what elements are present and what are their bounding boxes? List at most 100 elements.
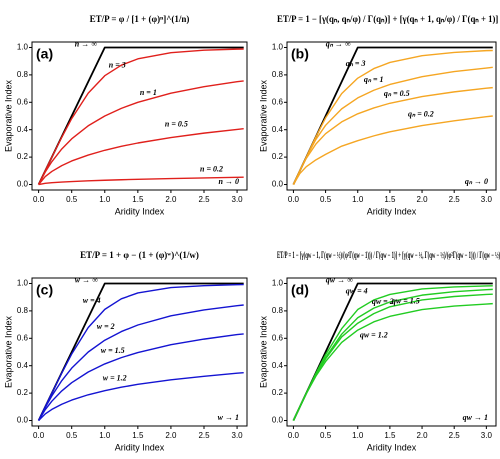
y-tick-label: 0.4 (272, 361, 284, 370)
y-tick-label: 0.0 (17, 180, 29, 189)
equation: ET/P = 1 − [γ(qw − 1, Γ(qw − ½)/(φ²Γ(qw … (277, 250, 500, 260)
y-tick-label: 0.8 (17, 70, 29, 79)
x-tick-label: 1.0 (99, 431, 111, 440)
x-axis-label: Aridity Index (115, 206, 165, 216)
panel-tag: (a) (36, 46, 53, 62)
curve (37, 283, 244, 421)
y-axis-label: Evaporative Index (258, 79, 268, 152)
y-tick-label: 0.0 (272, 416, 284, 425)
x-tick-label: 3.0 (232, 431, 244, 440)
panel-tag: (c) (36, 282, 53, 298)
x-tick-label: 1.5 (132, 195, 144, 204)
y-axis-label: Evaporative Index (258, 315, 268, 388)
y-tick-label: 0.0 (272, 180, 284, 189)
curve-label: qₙ = 1 (364, 75, 384, 84)
curve-label: qw = 2 (372, 297, 394, 306)
y-tick-label: 0.2 (272, 152, 284, 161)
x-tick-label: 2.0 (416, 431, 428, 440)
curve-label: w = 1.5 (101, 346, 125, 355)
y-tick-label: 1.0 (17, 43, 29, 52)
x-tick-label: 2.5 (198, 195, 210, 204)
panel: ET/P = 1 − [γ(qₙ, qₙ/φ) / Γ(qₙ)] + [γ(qₙ… (258, 14, 500, 216)
panel: ET/P = 1 − [γ(qw − 1, Γ(qw − ½)/(φ²Γ(qw … (258, 250, 500, 452)
curve-label: qw = 1.2 (360, 331, 388, 340)
x-tick-label: 2.0 (165, 195, 177, 204)
x-axis-label: Aridity Index (367, 442, 417, 452)
x-tick-label: 0.5 (66, 431, 78, 440)
curve (38, 333, 244, 421)
panel: ET/P = 1 + φ − (1 + (φ)ʷ)^(1/w) 0.0 0.5 1.0… (3, 250, 248, 452)
x-axis-label: Aridity Index (367, 206, 417, 216)
curve-label: qₙ → ∞ (326, 39, 351, 48)
y-tick-label: 0.8 (17, 306, 29, 315)
curve (37, 48, 244, 185)
curve (292, 115, 493, 185)
plot-frame (286, 41, 497, 191)
y-tick-label: 0.6 (272, 333, 284, 342)
y-tick-label: 1.0 (272, 43, 284, 52)
curve (292, 86, 493, 185)
y-tick-label: 0.4 (17, 361, 29, 370)
x-tick-label: 0.0 (288, 431, 300, 440)
curve-label: n → ∞ (75, 39, 97, 48)
equation: ET/P = 1 + φ − (1 + (φ)ʷ)^(1/w) (80, 250, 199, 260)
y-tick-label: 0.6 (17, 97, 29, 106)
x-tick-label: 2.0 (416, 195, 428, 204)
equation: ET/P = φ / [1 + (φ)ⁿ]^(1/n) (90, 14, 190, 24)
y-tick-label: 0.8 (272, 306, 284, 315)
x-tick-label: 3.0 (481, 431, 493, 440)
curve (38, 176, 244, 186)
annotation: qₙ → 0 (465, 177, 488, 186)
x-tick-label: 0.5 (320, 195, 332, 204)
plot-frame (31, 41, 248, 191)
x-tick-label: 0.0 (33, 195, 45, 204)
panel-tag: (b) (291, 46, 309, 62)
equation: ET/P = 1 − [γ(qₙ, qₙ/φ) / Γ(qₙ)] + [γ(qₙ… (277, 14, 500, 24)
x-tick-label: 2.0 (165, 431, 177, 440)
x-tick-label: 1.5 (384, 195, 396, 204)
plot-frame (31, 277, 248, 427)
x-tick-label: 1.0 (99, 195, 111, 204)
y-tick-label: 0.4 (17, 125, 29, 134)
x-tick-label: 2.5 (449, 195, 461, 204)
tag-box (34, 281, 62, 299)
y-tick-label: 0.6 (272, 97, 284, 106)
y-tick-label: 0.4 (272, 125, 284, 134)
curve-label: qₙ = 0.2 (408, 109, 434, 118)
x-tick-label: 0.0 (33, 431, 45, 440)
y-tick-label: 0.2 (17, 388, 29, 397)
x-tick-label: 0.5 (66, 195, 78, 204)
x-tick-label: 2.5 (449, 431, 461, 440)
tag-box (34, 45, 62, 63)
plot-frame (286, 277, 497, 427)
x-tick-label: 2.5 (198, 431, 210, 440)
y-tick-label: 0.8 (272, 70, 284, 79)
panel-tag: (d) (291, 282, 309, 298)
y-tick-label: 1.0 (272, 279, 284, 288)
x-tick-label: 3.0 (481, 195, 493, 204)
curve-label: qw → ∞ (326, 275, 353, 284)
curve (38, 371, 244, 422)
curve (38, 128, 244, 185)
curve-label: w = 4 (83, 296, 101, 305)
curve-label: n = 3 (109, 61, 126, 70)
y-tick-label: 0.2 (17, 152, 29, 161)
curve (292, 302, 493, 421)
curve (38, 80, 244, 185)
annotation: w → 1 (218, 413, 239, 422)
x-tick-label: 1.0 (352, 431, 364, 440)
annotation: qw → 1 (463, 413, 488, 422)
curve-label: w = 1.2 (103, 373, 127, 382)
x-tick-label: 3.0 (232, 195, 244, 204)
curve-label: w → ∞ (75, 275, 98, 284)
panel: ET/P = φ / [1 + (φ)ⁿ]^(1/n) 0.0 0.5 1.0 1.5 2… (3, 14, 248, 216)
curve (292, 46, 493, 185)
x-tick-label: 0.0 (288, 195, 300, 204)
annotation: n → 0 (219, 177, 239, 186)
curve-label: w = 2 (97, 322, 115, 331)
y-tick-label: 0.2 (272, 388, 284, 397)
curve-label: qw = 4 (346, 286, 368, 295)
y-axis-label: Evaporative Index (3, 315, 13, 388)
x-tick-label: 1.5 (132, 431, 144, 440)
y-tick-label: 0.0 (17, 416, 29, 425)
